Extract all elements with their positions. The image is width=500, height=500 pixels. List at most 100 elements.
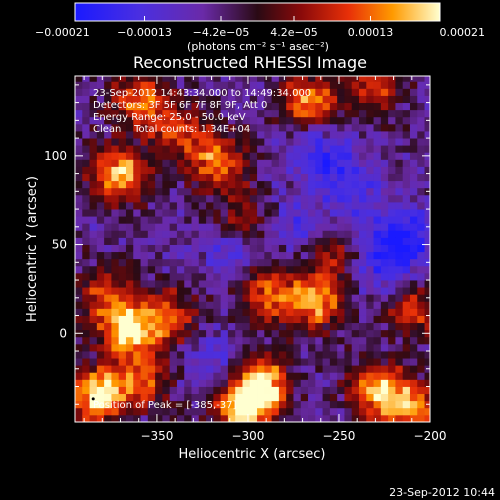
heatmap-cell bbox=[300, 102, 309, 111]
heatmap-cell bbox=[409, 315, 418, 324]
heatmap-cell bbox=[147, 251, 156, 260]
heatmap-cell bbox=[140, 272, 149, 281]
heatmap-cell bbox=[213, 351, 222, 359]
heatmap-cell bbox=[278, 109, 287, 118]
heatmap-cell bbox=[380, 152, 389, 160]
heatmap-cell bbox=[206, 272, 214, 281]
heatmap-cell bbox=[264, 145, 273, 153]
heatmap-cell bbox=[329, 173, 338, 182]
heatmap-cell bbox=[271, 138, 280, 146]
heatmap-cell bbox=[213, 393, 222, 402]
heatmap-cell bbox=[409, 209, 418, 217]
heatmap-cell bbox=[380, 81, 389, 89]
heatmap-cell bbox=[220, 343, 229, 352]
heatmap-cell bbox=[402, 230, 411, 238]
heatmap-cell bbox=[176, 308, 185, 316]
heatmap-cell bbox=[337, 251, 345, 260]
heatmap-cell bbox=[322, 287, 331, 295]
heatmap-cell bbox=[104, 187, 112, 196]
heatmap-cell bbox=[315, 152, 323, 160]
heatmap-cell bbox=[96, 365, 105, 373]
heatmap-cell bbox=[191, 138, 200, 146]
heatmap-cell bbox=[96, 81, 105, 89]
heatmap-cell bbox=[417, 76, 425, 82]
heatmap-cell bbox=[329, 152, 338, 160]
heatmap-cell bbox=[351, 102, 360, 111]
heatmap-cell bbox=[184, 258, 192, 267]
heatmap-cell bbox=[206, 187, 214, 196]
heatmap-cell bbox=[242, 287, 251, 295]
heatmap-cell bbox=[402, 123, 411, 132]
heatmap-cell bbox=[293, 102, 302, 111]
heatmap-cell bbox=[366, 166, 374, 174]
heatmap-cell bbox=[169, 88, 178, 96]
heatmap-cell bbox=[402, 336, 411, 345]
heatmap-cell bbox=[213, 400, 222, 409]
heatmap-cell bbox=[417, 123, 425, 132]
heatmap-cell bbox=[337, 407, 345, 416]
heatmap-cell bbox=[111, 336, 120, 345]
heatmap-cell bbox=[373, 76, 382, 82]
x-tick-label: −300 bbox=[231, 429, 264, 443]
heatmap-cell bbox=[104, 180, 112, 189]
heatmap-cell bbox=[155, 251, 163, 260]
heatmap-cell bbox=[89, 123, 98, 132]
heatmap-cell bbox=[155, 109, 163, 118]
heatmap-cell bbox=[111, 301, 120, 309]
heatmap-cell bbox=[111, 223, 120, 231]
heatmap-cell bbox=[373, 365, 382, 373]
heatmap-cell bbox=[388, 166, 396, 174]
heatmap-cell bbox=[133, 414, 141, 422]
heatmap-cell bbox=[315, 258, 323, 267]
heatmap-cell bbox=[344, 379, 353, 387]
heatmap-cell bbox=[351, 322, 360, 331]
heatmap-cell bbox=[176, 95, 185, 104]
heatmap-cell bbox=[155, 81, 163, 89]
heatmap-cell bbox=[213, 81, 222, 89]
heatmap-cell bbox=[155, 358, 163, 366]
heatmap-cell bbox=[118, 358, 127, 366]
heatmap-cell bbox=[380, 131, 389, 139]
heatmap-cell bbox=[373, 308, 382, 316]
heatmap-cell bbox=[169, 336, 178, 345]
heatmap-cell bbox=[184, 343, 192, 352]
heatmap-cell bbox=[104, 336, 112, 345]
heatmap-cell bbox=[424, 393, 430, 402]
heatmap-cell bbox=[235, 180, 243, 189]
heatmap-cell bbox=[359, 365, 367, 373]
heatmap-cell bbox=[366, 358, 374, 366]
heatmap-cell bbox=[140, 414, 149, 422]
heatmap-cell bbox=[278, 223, 287, 231]
heatmap-cell bbox=[155, 187, 163, 196]
heatmap-cell bbox=[206, 287, 214, 295]
heatmap-cell bbox=[191, 400, 200, 409]
heatmap-cell bbox=[424, 109, 430, 118]
heatmap-cell bbox=[395, 209, 404, 217]
heatmap-cell bbox=[293, 95, 302, 104]
heatmap-cell bbox=[220, 315, 229, 324]
heatmap-cell bbox=[213, 159, 222, 167]
heatmap-cell bbox=[395, 244, 404, 253]
heatmap-cell bbox=[206, 251, 214, 260]
heatmap-cell bbox=[227, 159, 236, 167]
heatmap-cell bbox=[206, 265, 214, 274]
heatmap-cell bbox=[366, 308, 374, 316]
heatmap-cell bbox=[409, 166, 418, 174]
heatmap-cell bbox=[402, 116, 411, 125]
heatmap-cell bbox=[162, 244, 171, 253]
heatmap-cell bbox=[308, 95, 316, 104]
heatmap-cell bbox=[388, 223, 396, 231]
heatmap-cell bbox=[206, 258, 214, 267]
heatmap-cell bbox=[235, 365, 243, 373]
heatmap-cell bbox=[220, 76, 229, 82]
heatmap-cell bbox=[198, 280, 207, 288]
heatmap-cell bbox=[162, 216, 171, 224]
heatmap-cell bbox=[104, 166, 112, 174]
heatmap-cell bbox=[155, 166, 163, 174]
heatmap-cell bbox=[293, 138, 302, 146]
heatmap-cell bbox=[293, 351, 302, 359]
heatmap-cell bbox=[133, 329, 141, 338]
heatmap-cell bbox=[198, 88, 207, 96]
heatmap-cell bbox=[133, 407, 141, 416]
heatmap-cell bbox=[96, 287, 105, 295]
